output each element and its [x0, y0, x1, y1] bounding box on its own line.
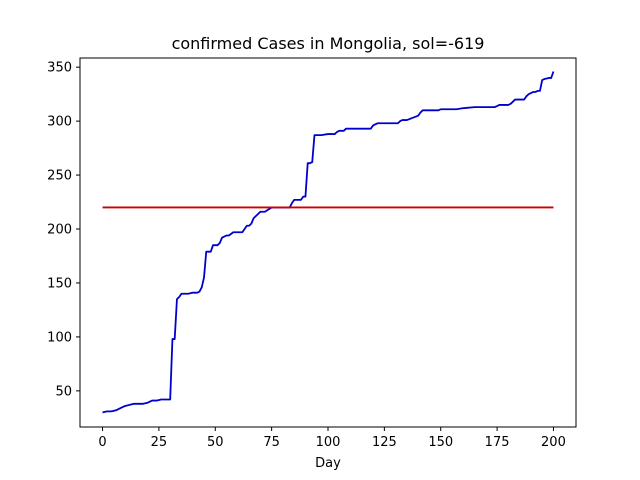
y-tick-label: 50 — [55, 384, 72, 399]
x-tick-label: 25 — [151, 435, 168, 450]
y-tick-label: 200 — [47, 223, 72, 238]
x-tick-label: 200 — [541, 435, 566, 450]
x-tick-label: 125 — [372, 435, 397, 450]
y-tick-label: 250 — [47, 169, 72, 184]
y-tick-label: 350 — [47, 61, 72, 76]
y-tick-label: 300 — [47, 115, 72, 130]
y-axis-ticks: 50 100 150 200 250 300 350 — [47, 61, 80, 399]
y-tick-label: 100 — [47, 330, 72, 345]
x-tick-label: 100 — [316, 435, 341, 450]
x-tick-label: 50 — [207, 435, 224, 450]
series-line-0 — [102, 71, 555, 414]
series-layer — [102, 71, 555, 414]
y-tick-label: 150 — [47, 276, 72, 291]
x-tick-label: 150 — [428, 435, 453, 450]
x-tick-label: 75 — [263, 435, 280, 450]
x-axis-ticks: 0 25 50 75 100 125 150 175 200 — [98, 427, 566, 450]
chart-title: confirmed Cases in Mongolia, sol=-619 — [172, 34, 485, 53]
x-tick-label: 175 — [485, 435, 510, 450]
x-axis-label: Day — [315, 456, 341, 471]
x-tick-label: 0 — [98, 435, 106, 450]
